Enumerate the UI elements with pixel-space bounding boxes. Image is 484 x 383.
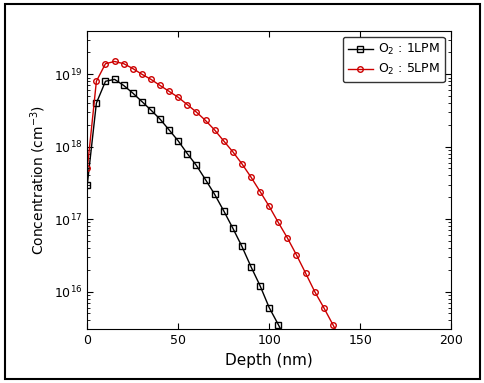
O$_2$ : 5LPM: (125, 1e+16): 5LPM: (125, 1e+16) bbox=[311, 289, 317, 294]
Y-axis label: Concentration (cm$^{-3}$): Concentration (cm$^{-3}$) bbox=[29, 105, 48, 255]
O$_2$ : 5LPM: (110, 5.5e+16): 5LPM: (110, 5.5e+16) bbox=[284, 236, 289, 240]
O$_2$ : 5LPM: (30, 1e+19): 5LPM: (30, 1e+19) bbox=[138, 72, 144, 77]
O$_2$ : 5LPM: (75, 1.2e+18): 5LPM: (75, 1.2e+18) bbox=[220, 139, 226, 143]
O$_2$ : 5LPM: (155, 1e+15): 5LPM: (155, 1e+15) bbox=[365, 362, 371, 366]
O$_2$ : 1LPM: (95, 1.2e+16): 1LPM: (95, 1.2e+16) bbox=[257, 283, 262, 288]
O$_2$ : 1LPM: (15, 8.5e+18): 1LPM: (15, 8.5e+18) bbox=[111, 77, 117, 82]
O$_2$ : 1LPM: (80, 7.5e+16): 1LPM: (80, 7.5e+16) bbox=[229, 226, 235, 231]
O$_2$ : 1LPM: (100, 6e+15): 1LPM: (100, 6e+15) bbox=[266, 305, 272, 310]
O$_2$ : 5LPM: (10, 1.4e+19): 5LPM: (10, 1.4e+19) bbox=[102, 61, 108, 66]
O$_2$ : 1LPM: (125, 6e+14): 1LPM: (125, 6e+14) bbox=[311, 378, 317, 382]
X-axis label: Depth (nm): Depth (nm) bbox=[225, 353, 312, 368]
O$_2$ : 5LPM: (135, 3.5e+15): 5LPM: (135, 3.5e+15) bbox=[329, 322, 335, 327]
O$_2$ : 5LPM: (145, 1.5e+15): 5LPM: (145, 1.5e+15) bbox=[348, 349, 353, 354]
O$_2$ : 1LPM: (0, 3e+17): 1LPM: (0, 3e+17) bbox=[84, 182, 90, 187]
O$_2$ : 5LPM: (60, 3e+18): 5LPM: (60, 3e+18) bbox=[193, 110, 199, 115]
O$_2$ : 1LPM: (70, 2.2e+17): 1LPM: (70, 2.2e+17) bbox=[211, 192, 217, 196]
O$_2$ : 1LPM: (20, 7e+18): 1LPM: (20, 7e+18) bbox=[121, 83, 126, 88]
O$_2$ : 1LPM: (10, 8e+18): 1LPM: (10, 8e+18) bbox=[102, 79, 108, 83]
O$_2$ : 5LPM: (95, 2.4e+17): 5LPM: (95, 2.4e+17) bbox=[257, 189, 262, 194]
O$_2$ : 1LPM: (35, 3.2e+18): 1LPM: (35, 3.2e+18) bbox=[148, 108, 153, 112]
O$_2$ : 1LPM: (85, 4.2e+16): 1LPM: (85, 4.2e+16) bbox=[239, 244, 244, 249]
O$_2$ : 1LPM: (40, 2.4e+18): 1LPM: (40, 2.4e+18) bbox=[157, 117, 163, 121]
O$_2$ : 5LPM: (45, 5.8e+18): 5LPM: (45, 5.8e+18) bbox=[166, 89, 172, 94]
O$_2$ : 5LPM: (55, 3.8e+18): 5LPM: (55, 3.8e+18) bbox=[184, 102, 190, 107]
O$_2$ : 1LPM: (90, 2.2e+16): 1LPM: (90, 2.2e+16) bbox=[247, 264, 253, 269]
O$_2$ : 5LPM: (5, 8e+18): 5LPM: (5, 8e+18) bbox=[93, 79, 99, 83]
O$_2$ : 5LPM: (160, 8e+14): 5LPM: (160, 8e+14) bbox=[375, 369, 380, 373]
O$_2$ : 5LPM: (90, 3.8e+17): 5LPM: (90, 3.8e+17) bbox=[247, 175, 253, 179]
O$_2$ : 1LPM: (115, 1.5e+15): 1LPM: (115, 1.5e+15) bbox=[293, 349, 299, 354]
O$_2$ : 5LPM: (40, 7e+18): 5LPM: (40, 7e+18) bbox=[157, 83, 163, 88]
O$_2$ : 5LPM: (25, 1.2e+19): 5LPM: (25, 1.2e+19) bbox=[130, 66, 136, 71]
O$_2$ : 1LPM: (5, 4e+18): 1LPM: (5, 4e+18) bbox=[93, 101, 99, 105]
Legend: O$_2$ : 1LPM, O$_2$ : 5LPM: O$_2$ : 1LPM, O$_2$ : 5LPM bbox=[342, 37, 444, 82]
O$_2$ : 1LPM: (60, 5.5e+17): 1LPM: (60, 5.5e+17) bbox=[193, 163, 199, 168]
O$_2$ : 1LPM: (25, 5.5e+18): 1LPM: (25, 5.5e+18) bbox=[130, 91, 136, 95]
O$_2$ : 1LPM: (75, 1.3e+17): 1LPM: (75, 1.3e+17) bbox=[220, 208, 226, 213]
O$_2$ : 5LPM: (120, 1.8e+16): 5LPM: (120, 1.8e+16) bbox=[302, 271, 308, 275]
Line: O$_2$ : 5LPM: O$_2$ : 5LPM bbox=[84, 59, 380, 374]
O$_2$ : 5LPM: (35, 8.5e+18): 5LPM: (35, 8.5e+18) bbox=[148, 77, 153, 82]
O$_2$ : 1LPM: (55, 8e+17): 1LPM: (55, 8e+17) bbox=[184, 151, 190, 156]
O$_2$ : 5LPM: (0, 5e+17): 5LPM: (0, 5e+17) bbox=[84, 166, 90, 171]
O$_2$ : 5LPM: (115, 3.2e+16): 5LPM: (115, 3.2e+16) bbox=[293, 253, 299, 257]
O$_2$ : 1LPM: (65, 3.5e+17): 1LPM: (65, 3.5e+17) bbox=[202, 177, 208, 182]
Line: O$_2$ : 1LPM: O$_2$ : 1LPM bbox=[84, 77, 326, 383]
O$_2$ : 5LPM: (20, 1.4e+19): 5LPM: (20, 1.4e+19) bbox=[121, 61, 126, 66]
O$_2$ : 1LPM: (110, 2e+15): 1LPM: (110, 2e+15) bbox=[284, 340, 289, 344]
O$_2$ : 1LPM: (120, 1.1e+15): 1LPM: (120, 1.1e+15) bbox=[302, 358, 308, 363]
O$_2$ : 5LPM: (70, 1.7e+18): 5LPM: (70, 1.7e+18) bbox=[211, 128, 217, 132]
O$_2$ : 5LPM: (15, 1.5e+19): 5LPM: (15, 1.5e+19) bbox=[111, 59, 117, 64]
O$_2$ : 5LPM: (65, 2.3e+18): 5LPM: (65, 2.3e+18) bbox=[202, 118, 208, 123]
O$_2$ : 5LPM: (85, 5.8e+17): 5LPM: (85, 5.8e+17) bbox=[239, 162, 244, 166]
O$_2$ : 5LPM: (130, 6e+15): 5LPM: (130, 6e+15) bbox=[320, 305, 326, 310]
O$_2$ : 5LPM: (150, 1.2e+15): 5LPM: (150, 1.2e+15) bbox=[356, 356, 362, 360]
O$_2$ : 5LPM: (140, 2e+15): 5LPM: (140, 2e+15) bbox=[338, 340, 344, 344]
O$_2$ : 1LPM: (45, 1.7e+18): 1LPM: (45, 1.7e+18) bbox=[166, 128, 172, 132]
O$_2$ : 5LPM: (100, 1.5e+17): 5LPM: (100, 1.5e+17) bbox=[266, 204, 272, 209]
O$_2$ : 5LPM: (80, 8.5e+17): 5LPM: (80, 8.5e+17) bbox=[229, 149, 235, 154]
O$_2$ : 1LPM: (50, 1.2e+18): 1LPM: (50, 1.2e+18) bbox=[175, 139, 181, 143]
O$_2$ : 1LPM: (30, 4.2e+18): 1LPM: (30, 4.2e+18) bbox=[138, 99, 144, 104]
O$_2$ : 5LPM: (105, 9e+16): 5LPM: (105, 9e+16) bbox=[275, 220, 281, 225]
O$_2$ : 1LPM: (105, 3.5e+15): 1LPM: (105, 3.5e+15) bbox=[275, 322, 281, 327]
O$_2$ : 5LPM: (50, 4.8e+18): 5LPM: (50, 4.8e+18) bbox=[175, 95, 181, 100]
